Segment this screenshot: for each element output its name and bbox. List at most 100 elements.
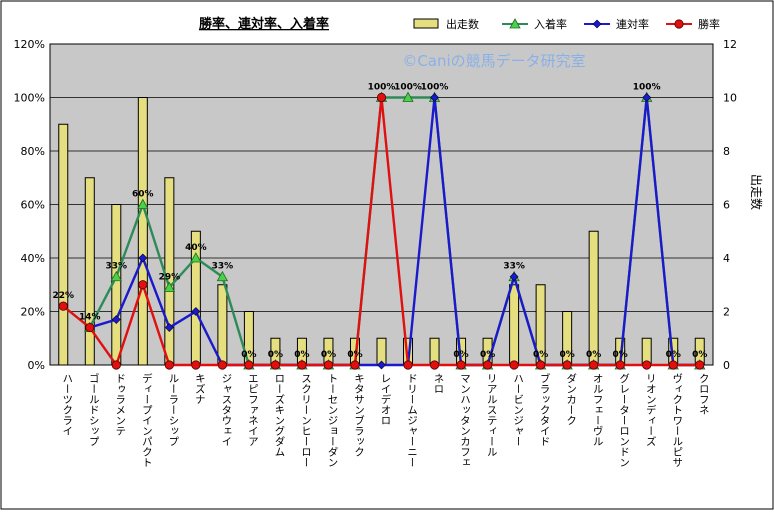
data-point: [217, 360, 227, 370]
data-label: 40%: [185, 243, 207, 253]
category-label: ルーラーシップ: [167, 373, 179, 447]
legend-marker: [674, 19, 684, 29]
left-tick-label: 80%: [21, 145, 45, 158]
data-label: 100%: [394, 83, 422, 93]
data-point: [164, 323, 174, 332]
category-label: オルフェーヴル: [592, 373, 604, 447]
left-tick-label: 60%: [21, 199, 45, 212]
data-point: [350, 360, 360, 370]
data-label: 29%: [159, 272, 181, 282]
plot-area: 0% 20% 40% 60% 80% 100% 120% 0 2 4 6 8 10 12 ハーツクライ ゴール…: [14, 18, 737, 468]
right-tick-label: 0: [723, 359, 730, 372]
category-label: ハービンジャー: [512, 373, 524, 447]
legend-label: 勝率: [698, 17, 720, 31]
chart-title: 勝率、連対率、入着率: [199, 16, 329, 32]
bar-starts: [164, 177, 175, 366]
data-point: [402, 91, 414, 102]
right-tick-label: 12: [723, 38, 737, 51]
data-point: [270, 360, 281, 370]
data-point: [244, 360, 254, 370]
data-point: [642, 360, 652, 370]
left-tick-label: 40%: [21, 252, 45, 265]
category-label: レイデオロ: [380, 373, 392, 426]
left-tick-label: 100%: [14, 92, 45, 105]
left-tick-label: 120%: [14, 38, 45, 51]
data-point: [668, 360, 678, 370]
data-label: 0%: [559, 350, 574, 360]
legend-label: 入着率: [534, 17, 567, 31]
data-label: 0%: [692, 350, 707, 360]
data-label: 0%: [613, 350, 628, 360]
data-label: 33%: [503, 262, 525, 272]
legend-marker: [509, 18, 521, 29]
data-point: [695, 360, 705, 370]
category-label: ジャスタウェイ: [220, 373, 232, 447]
category-label: リオンディーズ: [645, 373, 657, 447]
category-label: グレーターロンドン: [618, 373, 630, 468]
data-label: 0%: [294, 350, 309, 360]
right-tick-label: 6: [723, 199, 730, 212]
data-point: [137, 198, 149, 209]
category-label: エピファネイア: [247, 373, 259, 447]
category-label: ネロ: [433, 373, 445, 394]
bar-starts: [217, 284, 228, 366]
category-label: キズナ: [194, 373, 206, 405]
category-label: ローズキングダム: [273, 373, 285, 457]
data-label: 14%: [79, 313, 101, 323]
data-point: [430, 93, 439, 102]
category-label: リアルスティール: [486, 373, 498, 457]
data-point: [536, 360, 546, 370]
data-label: 0%: [586, 350, 601, 360]
category-label: クロフネ: [698, 373, 710, 415]
data-point: [190, 252, 202, 263]
right-tick-label: 2: [723, 306, 730, 319]
category-label: ダンカーク: [565, 373, 577, 426]
data-label: 33%: [212, 262, 234, 272]
data-point: [589, 360, 599, 370]
data-label: 100%: [368, 83, 396, 93]
data-point: [164, 360, 174, 370]
category-label: ゴールドシップ: [88, 372, 100, 446]
left-tick-label: 0%: [28, 359, 45, 372]
data-label: 100%: [421, 83, 449, 93]
data-label: 0%: [533, 350, 548, 360]
data-point: [615, 360, 625, 370]
data-point: [297, 360, 307, 370]
legend-marker: [592, 19, 602, 29]
data-point: [323, 360, 334, 370]
data-point: [456, 360, 466, 370]
data-label: 0%: [241, 350, 256, 360]
data-point: [509, 360, 519, 370]
data-label: 22%: [52, 291, 74, 301]
category-label: ブラックタイド: [539, 372, 551, 446]
bar-starts: [509, 284, 520, 366]
data-point: [58, 301, 68, 311]
data-label: 0%: [268, 350, 283, 360]
data-point: [642, 93, 652, 102]
right-tick-label: 4: [723, 252, 730, 265]
category-label: トーセンジョーダン: [326, 373, 338, 468]
category-label: スクリーンヒーロー: [300, 373, 312, 468]
bar-starts: [588, 230, 599, 366]
data-label: 100%: [633, 83, 661, 93]
data-point: [110, 270, 122, 282]
watermark-text: ©Caniの競馬データ研究室: [402, 52, 585, 70]
category-label: ディープインパクト: [141, 372, 153, 467]
data-point: [509, 272, 519, 282]
right-tick-label: 8: [723, 145, 730, 158]
data-point: [138, 280, 148, 290]
bar-starts: [58, 123, 69, 366]
category-label: マンハッタンカフェ: [459, 373, 471, 468]
data-point: [377, 360, 386, 370]
category-label: ヴィクトワールピサ: [671, 372, 683, 467]
bar-starts: [84, 177, 95, 366]
data-label: 33%: [106, 262, 128, 272]
legend-label: 連対率: [616, 17, 649, 31]
data-point: [85, 322, 95, 333]
data-point: [482, 360, 493, 370]
category-label: ドゥラメンテ: [114, 373, 126, 436]
data-label: 0%: [347, 350, 362, 360]
right-axis-label: 出走数: [749, 174, 764, 210]
